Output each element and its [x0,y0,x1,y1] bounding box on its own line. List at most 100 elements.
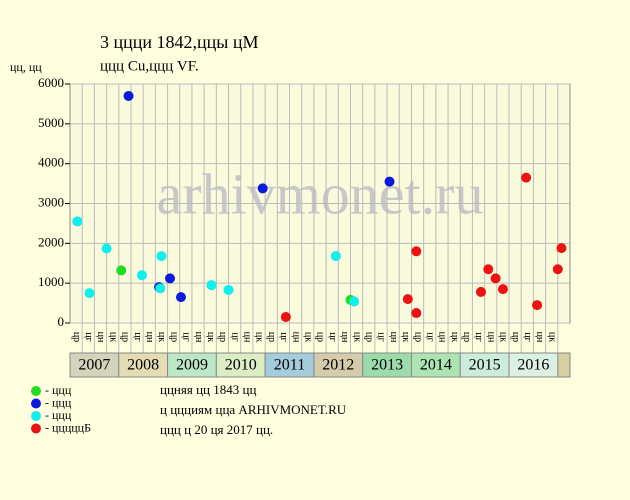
data-point [257,183,268,194]
quarter-label: цг [376,332,387,341]
legend-marker [31,423,41,434]
quarter-label: цр [363,332,374,342]
quarter-label: цк [351,332,362,342]
legend-marker [31,386,41,396]
data-point [532,300,543,311]
quarter-label: цн [290,332,301,343]
data-point [165,273,175,284]
data-point [136,270,147,281]
y-tick-label: 6000 [38,75,64,90]
note: ц ццциям цца ARHIVMONET.RU [160,402,347,417]
quarter-label: цг [473,332,484,341]
year-box [459,352,510,378]
quarter-label: цк [546,332,557,342]
quarter-label: цн [437,332,448,343]
year-box [410,352,461,378]
year-box [508,352,559,378]
quarter-label: цг [181,332,192,341]
legend-label: - ццц [45,395,72,409]
data-point [223,284,234,295]
year-box [118,352,169,378]
quarter-label: цк [156,332,167,342]
data-point [556,243,567,254]
y-tick-label: 0 [58,314,65,329]
year-box [167,352,217,378]
quarter-label: цк [303,332,314,342]
data-point [411,246,422,257]
data-point [521,172,532,183]
data-point [475,286,486,297]
year-label: 2014 [420,357,452,374]
quarter-label: цк [449,332,460,342]
note: ццняя цц 1843 цц [160,382,256,397]
data-point [206,280,217,291]
quarter-label: цр [217,332,228,342]
quarter-label: цг [278,332,289,341]
data-point [175,292,186,303]
y-axis-label: цц, цц [10,60,42,74]
quarter-label: цн [534,332,545,343]
legend-label: - ццц [45,408,72,422]
year-label: 2007 [78,357,110,374]
y-tick-label: 3000 [38,194,64,209]
data-point [552,264,563,275]
data-point [101,243,112,254]
year-label: 2013 [371,357,403,374]
quarter-label: цг [424,332,435,341]
data-point [384,176,395,187]
data-point [402,294,413,305]
chart-title: 3 ццци 1842,ццы цМ [100,32,259,52]
year-box [313,352,364,378]
legend-marker [31,398,41,409]
y-tick-label: 4000 [38,155,64,170]
quarter-label: цн [193,332,204,343]
data-point [490,273,501,284]
data-point [349,296,360,307]
quarter-label: цн [95,332,106,343]
quarter-label: цг [132,332,143,341]
year-label: 2008 [127,357,159,374]
data-point [84,288,95,299]
note: ццц ц 20 ця 2017 цц. [160,422,273,437]
year-label: 2011 [274,357,305,374]
quarter-label: цк [498,332,509,342]
quarter-label: цр [461,332,472,342]
quarter-label: цг [229,332,240,341]
data-point [155,283,166,294]
chart-subtitle: ццц Cu,ццц VF. [100,58,199,74]
quarter-label: цк [205,332,216,342]
quarter-label: цр [266,332,277,342]
year-label: 2015 [469,357,501,374]
year-box [69,352,120,378]
legend-label: - цццццБ [45,420,91,434]
quarter-label: цк [107,332,118,342]
data-point [280,312,291,323]
year-label: 2016 [517,357,549,374]
data-point [483,264,494,275]
quarter-label: цк [400,332,411,342]
quarter-label: цк [254,332,265,342]
y-tick-label: 5000 [38,115,64,130]
quarter-label: цн [485,332,496,343]
quarter-label: цр [315,332,326,342]
data-point [123,90,134,101]
year-label: 2012 [322,357,354,374]
quarter-label: цн [242,332,253,343]
legend-label: - ццц [45,383,72,397]
quarter-label: цн [339,332,350,343]
quarter-label: цр [412,332,423,342]
quarter-label: цр [510,332,521,342]
data-point [330,251,341,262]
quarter-label: цр [71,332,82,342]
data-point [497,284,508,295]
data-point [156,251,167,262]
year-label: 2009 [176,357,208,374]
quarter-label: цг [522,332,533,341]
watermark: arhivmonet.ru [157,161,484,226]
data-point [411,308,422,319]
quarter-label: цн [144,332,155,343]
quarter-label: цр [168,332,179,342]
quarter-label: цг [327,332,338,341]
year-label: 2010 [225,357,257,374]
